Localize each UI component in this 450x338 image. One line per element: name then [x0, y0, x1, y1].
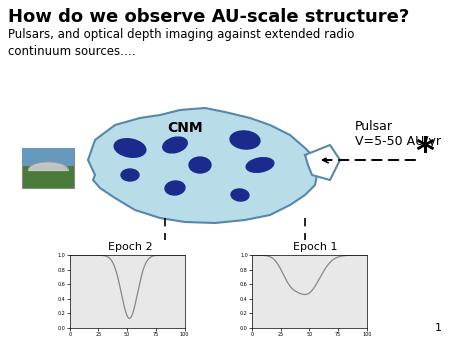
- Text: Pulsars, and optical depth imaging against extended radio
continuum sources….: Pulsars, and optical depth imaging again…: [8, 28, 355, 58]
- Polygon shape: [88, 108, 318, 223]
- Text: Epoch 2: Epoch 2: [108, 242, 152, 252]
- Ellipse shape: [231, 189, 249, 201]
- Text: Pulsar
V=5-50 AU/yr: Pulsar V=5-50 AU/yr: [355, 120, 441, 148]
- Ellipse shape: [163, 137, 187, 153]
- Text: 1: 1: [435, 323, 442, 333]
- Bar: [22, 148, 74, 188]
- Ellipse shape: [165, 181, 185, 195]
- Text: *: *: [415, 135, 435, 169]
- Ellipse shape: [230, 131, 260, 149]
- Bar: [22, 148, 74, 166]
- Text: How do we observe AU-scale structure?: How do we observe AU-scale structure?: [8, 8, 409, 26]
- Ellipse shape: [114, 139, 146, 157]
- Ellipse shape: [189, 157, 211, 173]
- Ellipse shape: [121, 169, 139, 181]
- Polygon shape: [305, 145, 340, 180]
- Text: Epoch 1: Epoch 1: [293, 242, 337, 252]
- Ellipse shape: [246, 158, 274, 172]
- Text: CNM: CNM: [167, 121, 203, 135]
